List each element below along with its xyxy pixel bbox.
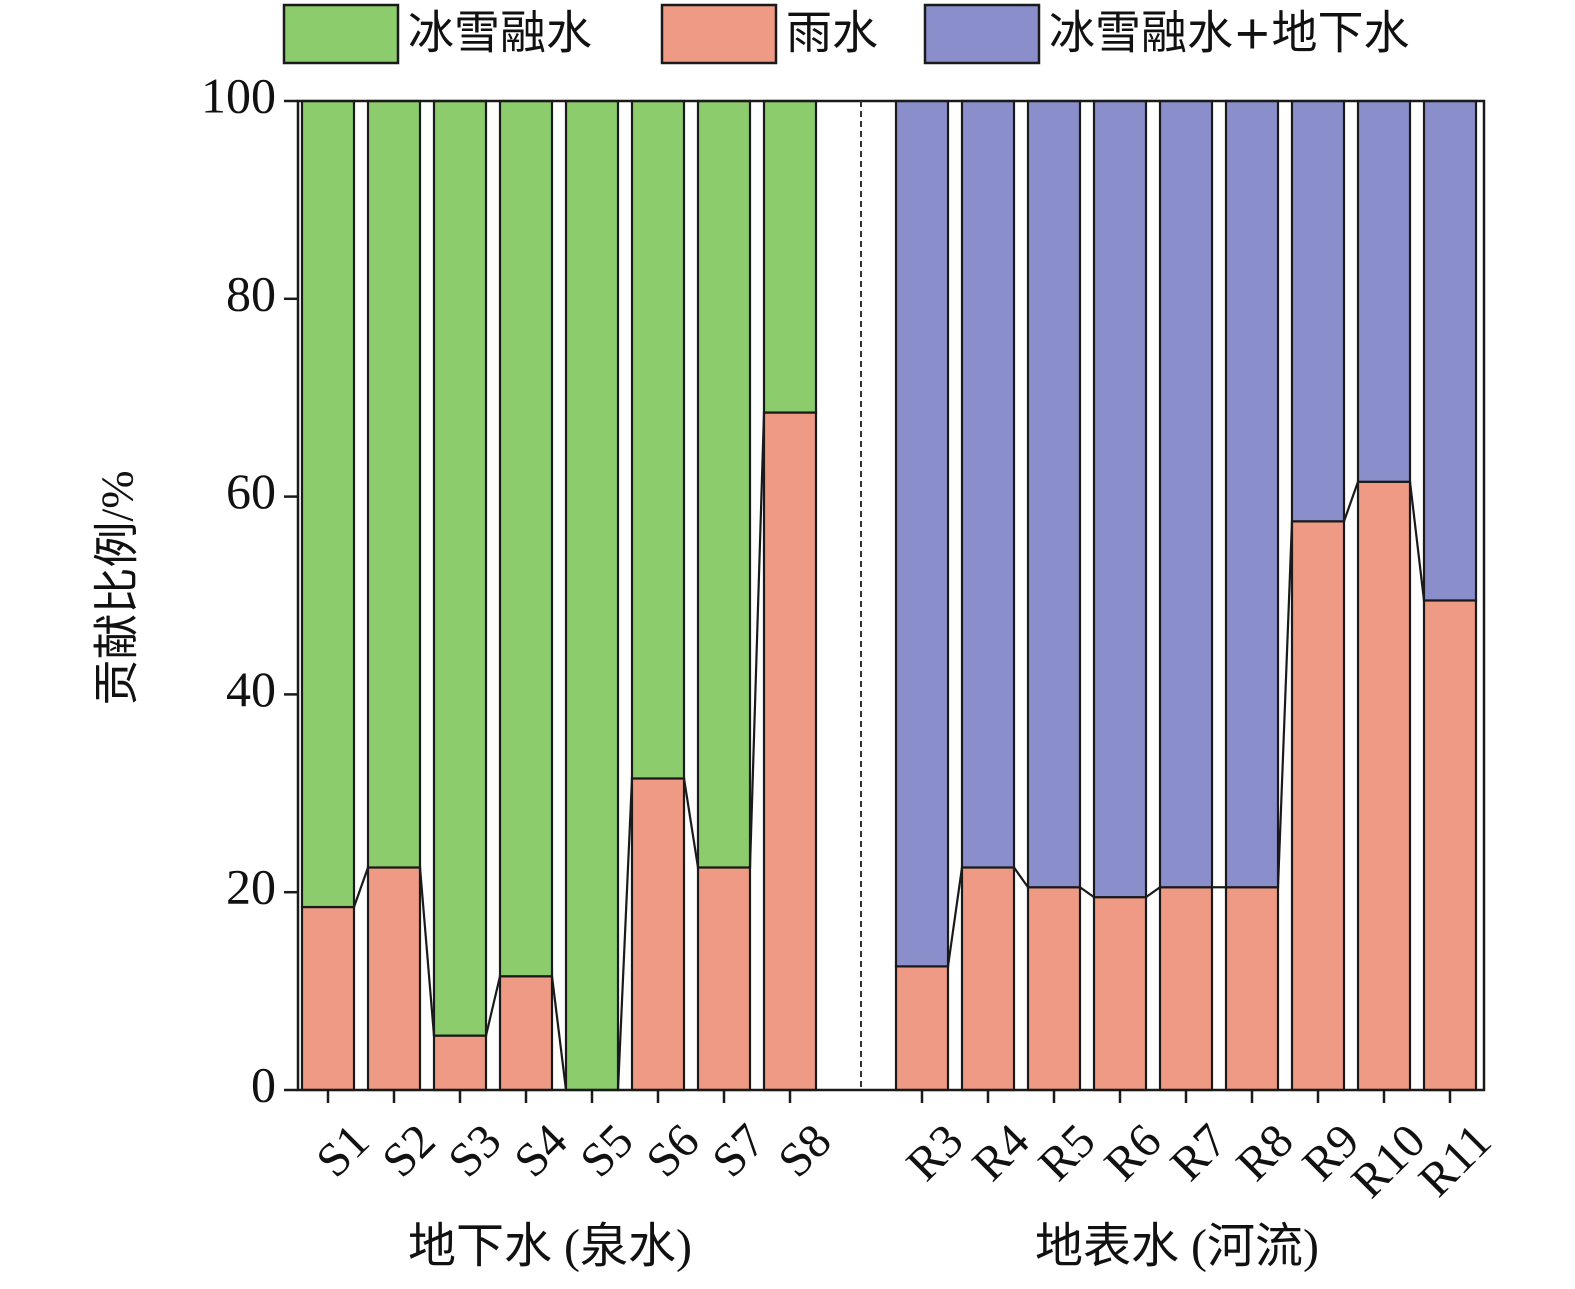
connector-s3-s4 [484, 976, 502, 1036]
x-tick-label-s6: S6 [636, 1114, 709, 1187]
bar-r4-rain [960, 866, 1016, 1092]
bar-r6-melt [1092, 99, 1148, 899]
group-label-groundwater: 地下水 (泉水) [408, 1220, 692, 1273]
bar-s3-rain [432, 1034, 488, 1092]
y-tick-label: 40 [226, 661, 276, 717]
bar-r8-melt [1224, 99, 1280, 889]
bar-s1-melt [300, 99, 356, 909]
x-tick-label-s2: S2 [372, 1114, 445, 1187]
bar-r11-rain [1422, 599, 1478, 1092]
y-tick-label: 20 [226, 859, 276, 915]
bar-r5-melt [1026, 99, 1082, 889]
bar-s2-rain [366, 866, 422, 1092]
bar-s2-melt [366, 99, 422, 869]
bar-s4-rain [498, 975, 554, 1092]
bar-r8-rain [1224, 886, 1280, 1092]
connector-s2-s3 [418, 867, 436, 1036]
plot-border [296, 99, 1486, 1092]
y-tick-label: 0 [251, 1056, 276, 1112]
bar-r9-melt [1290, 99, 1346, 523]
legend-label-1: 雨水 [786, 6, 878, 60]
x-tick-label-s4: S4 [504, 1114, 577, 1187]
legend-swatch-0 [282, 3, 400, 65]
plot-frame [296, 99, 1486, 1092]
connector-r4-r5 [1013, 866, 1029, 888]
legend-label-0: 冰雪融水 [408, 6, 592, 60]
connector-r9-r10 [1342, 481, 1360, 522]
connector-s1-s2 [352, 867, 370, 908]
bar-r3-rain [894, 965, 950, 1092]
bar-s5-melt [564, 99, 620, 1092]
y-axis: 0 20 40 60 80 100 [201, 67, 298, 1112]
x-tick-label-r7: R7 [1160, 1114, 1237, 1191]
bar-r3-melt [894, 99, 950, 968]
x-tick-label-s1: S1 [306, 1114, 379, 1187]
connector-s5-s6 [616, 778, 634, 1091]
connector-r8-r9 [1276, 521, 1294, 888]
x-tick-label-r6: R6 [1094, 1114, 1171, 1191]
bar-s1-rain [300, 905, 356, 1092]
bar-r5-rain [1026, 886, 1082, 1092]
x-tick-label-s5: S5 [570, 1114, 643, 1187]
legend-label-2: 冰雪融水+地下水 [1049, 6, 1410, 60]
y-tick-label: 100 [201, 67, 276, 123]
connector-r3-r4 [946, 867, 964, 967]
bar-r6-rain [1092, 896, 1148, 1092]
y-tick-label: 60 [226, 463, 276, 519]
bar-r7-rain [1158, 886, 1214, 1092]
x-tick-label-r11: R11 [1409, 1114, 1502, 1207]
bar-r4-melt [960, 99, 1016, 869]
bar-s8-rain [762, 411, 818, 1092]
bar-s8-melt [762, 99, 818, 414]
connector-r6-r7 [1145, 886, 1161, 899]
legend-swatch-1 [660, 3, 778, 65]
bar-r9-rain [1290, 520, 1346, 1092]
bar-s6-melt [630, 99, 686, 780]
bar-r11-melt [1422, 99, 1478, 602]
bar-s7-rain [696, 866, 752, 1092]
x-tick-label-r4: R4 [962, 1114, 1039, 1191]
y-tick-label: 80 [226, 265, 276, 321]
legend-swatch-2 [923, 3, 1041, 65]
bar-s4-melt [498, 99, 554, 978]
connector-s7-s8 [748, 412, 766, 868]
x-tick-label-r5: R5 [1028, 1114, 1105, 1191]
bar-s3-melt [432, 99, 488, 1037]
y-axis-label: 贡献比例/% [92, 470, 143, 705]
x-tick-label-s8: S8 [768, 1114, 841, 1187]
bars-layer [300, 99, 1478, 1092]
group-label-surface-water: 地表水 (河流) [1035, 1220, 1319, 1273]
connector-r10-r11 [1408, 481, 1426, 601]
bar-s6-rain [630, 777, 686, 1092]
x-tick-label-s7: S7 [702, 1114, 775, 1187]
bar-r10-melt [1356, 99, 1412, 483]
bar-r7-melt [1158, 99, 1214, 889]
x-tick-label-r8: R8 [1226, 1114, 1303, 1191]
connector-r5-r6 [1079, 886, 1095, 899]
legend: 冰雪融水 雨水 冰雪融水+地下水 [282, 3, 1410, 65]
connector-s6-s7 [682, 778, 700, 868]
connector-lines [352, 412, 1426, 1091]
bar-s7-melt [696, 99, 752, 869]
x-tick-label-r3: R3 [896, 1114, 973, 1191]
x-tick-label-s3: S3 [438, 1114, 511, 1187]
connector-s4-s5 [550, 976, 568, 1091]
bar-r10-rain [1356, 480, 1412, 1092]
